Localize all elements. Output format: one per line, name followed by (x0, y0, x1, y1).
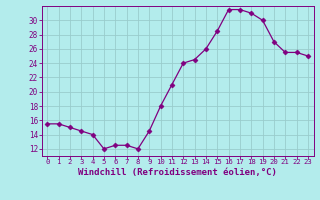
X-axis label: Windchill (Refroidissement éolien,°C): Windchill (Refroidissement éolien,°C) (78, 168, 277, 177)
